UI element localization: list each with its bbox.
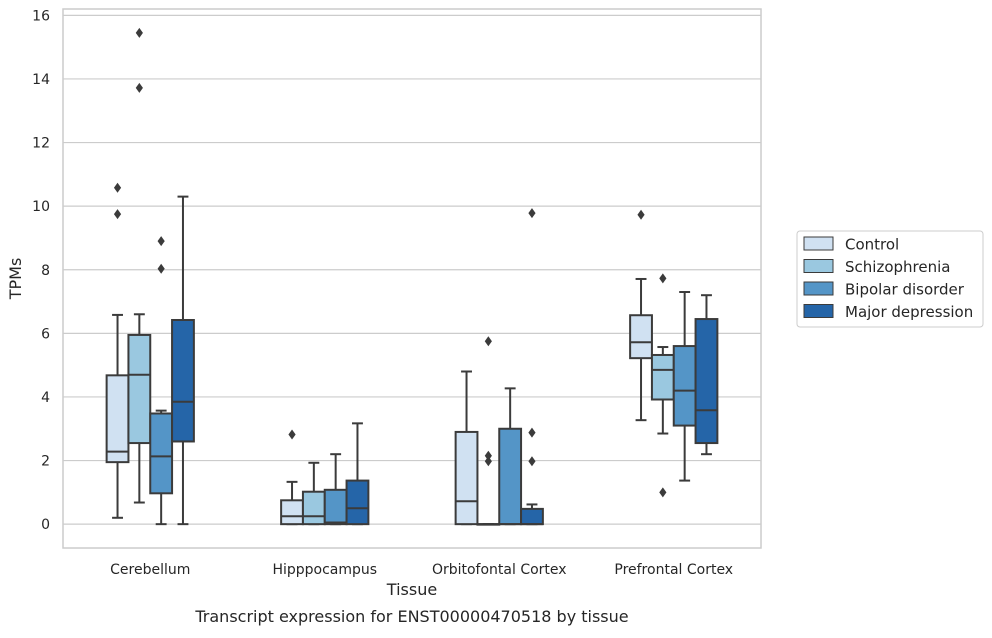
- box-group: [498, 387, 523, 526]
- y-tick-label: 10: [32, 199, 50, 215]
- outlier-point: [157, 263, 165, 274]
- outlier-point: [484, 336, 492, 347]
- outlier-point: [528, 456, 536, 467]
- y-axis-label: TPMs: [6, 258, 25, 301]
- y-tick-label: 0: [41, 517, 50, 533]
- x-tick-label: Orbitofontal Cortex: [432, 562, 567, 578]
- y-tick-label: 6: [41, 326, 50, 342]
- box-group: [672, 291, 697, 482]
- legend-label: Major depression: [845, 303, 973, 321]
- legend-label: Bipolar disorder: [845, 281, 965, 299]
- box-group: [323, 453, 348, 526]
- outlier-point: [135, 82, 143, 93]
- boxes: [105, 27, 719, 526]
- outlier-point: [659, 487, 667, 498]
- outlier-point: [484, 456, 492, 467]
- box-iqr: [127, 333, 152, 445]
- outlier-point: [528, 208, 536, 219]
- legend-swatch: [803, 281, 834, 296]
- y-tick-label: 16: [32, 8, 50, 24]
- chart-caption: Transcript expression for ENST0000047051…: [194, 607, 628, 626]
- legend-swatch: [803, 236, 834, 251]
- legend-swatch: [803, 259, 834, 273]
- box-iqr: [280, 499, 304, 526]
- x-tick-label: Prefrontal Cortex: [614, 562, 733, 578]
- y-tick-label: 2: [41, 454, 50, 470]
- outlier-point: [113, 182, 122, 193]
- box-iqr: [650, 353, 675, 401]
- legend-swatch: [803, 304, 834, 318]
- box-iqr: [498, 427, 523, 526]
- x-tick-labels: Cerebellum Hipppocampus Orbitofontal Corte…: [110, 562, 733, 578]
- box-group: [301, 461, 326, 526]
- plot-frame: [62, 8, 762, 549]
- box-iqr: [301, 490, 326, 526]
- box-group: [127, 27, 152, 504]
- box-group: [149, 236, 174, 526]
- box-iqr: [171, 318, 195, 443]
- box-group: [171, 195, 195, 526]
- box-iqr: [454, 430, 479, 526]
- legend: Control Schizophrenia Bipolar disorder Majo…: [796, 230, 984, 328]
- box-group: [454, 370, 479, 526]
- box-group: [280, 429, 304, 526]
- box-group: [650, 273, 675, 498]
- legend-frame: [796, 230, 984, 328]
- x-axis-label: Tissue: [386, 580, 437, 599]
- box-group: [694, 294, 719, 456]
- y-tick-label: 14: [32, 72, 50, 88]
- outlier-point: [637, 209, 645, 220]
- legend-label: Control: [845, 236, 899, 254]
- box-group: [345, 422, 370, 526]
- box-iqr: [694, 318, 719, 445]
- box-iqr: [323, 488, 348, 526]
- legend-label: Schizophrenia: [845, 258, 950, 276]
- outlier-point: [288, 429, 296, 440]
- box-group: [520, 208, 544, 526]
- outlier-point: [157, 236, 165, 247]
- box-iqr: [105, 374, 130, 464]
- y-tick-label: 4: [41, 390, 50, 406]
- box-group: [629, 209, 653, 422]
- outlier-point: [135, 27, 143, 38]
- box-iqr: [149, 412, 174, 495]
- box-group: [105, 182, 130, 519]
- y-tick-label: 8: [41, 263, 50, 279]
- outlier-point: [659, 273, 667, 284]
- box-iqr: [672, 345, 697, 427]
- outlier-point: [113, 209, 122, 220]
- box-iqr: [345, 479, 370, 526]
- box-group: [476, 336, 501, 526]
- x-tick-label: Hipppocampus: [272, 562, 377, 578]
- y-tick-label: 12: [32, 136, 50, 152]
- box-iqr: [520, 507, 544, 526]
- box-iqr: [629, 314, 653, 360]
- outlier-point: [528, 427, 536, 438]
- y-tick-labels: 0 2 4 6 8 10 12 14 16: [32, 8, 50, 533]
- x-tick-label: Cerebellum: [110, 562, 190, 578]
- outlier-point: [484, 450, 492, 461]
